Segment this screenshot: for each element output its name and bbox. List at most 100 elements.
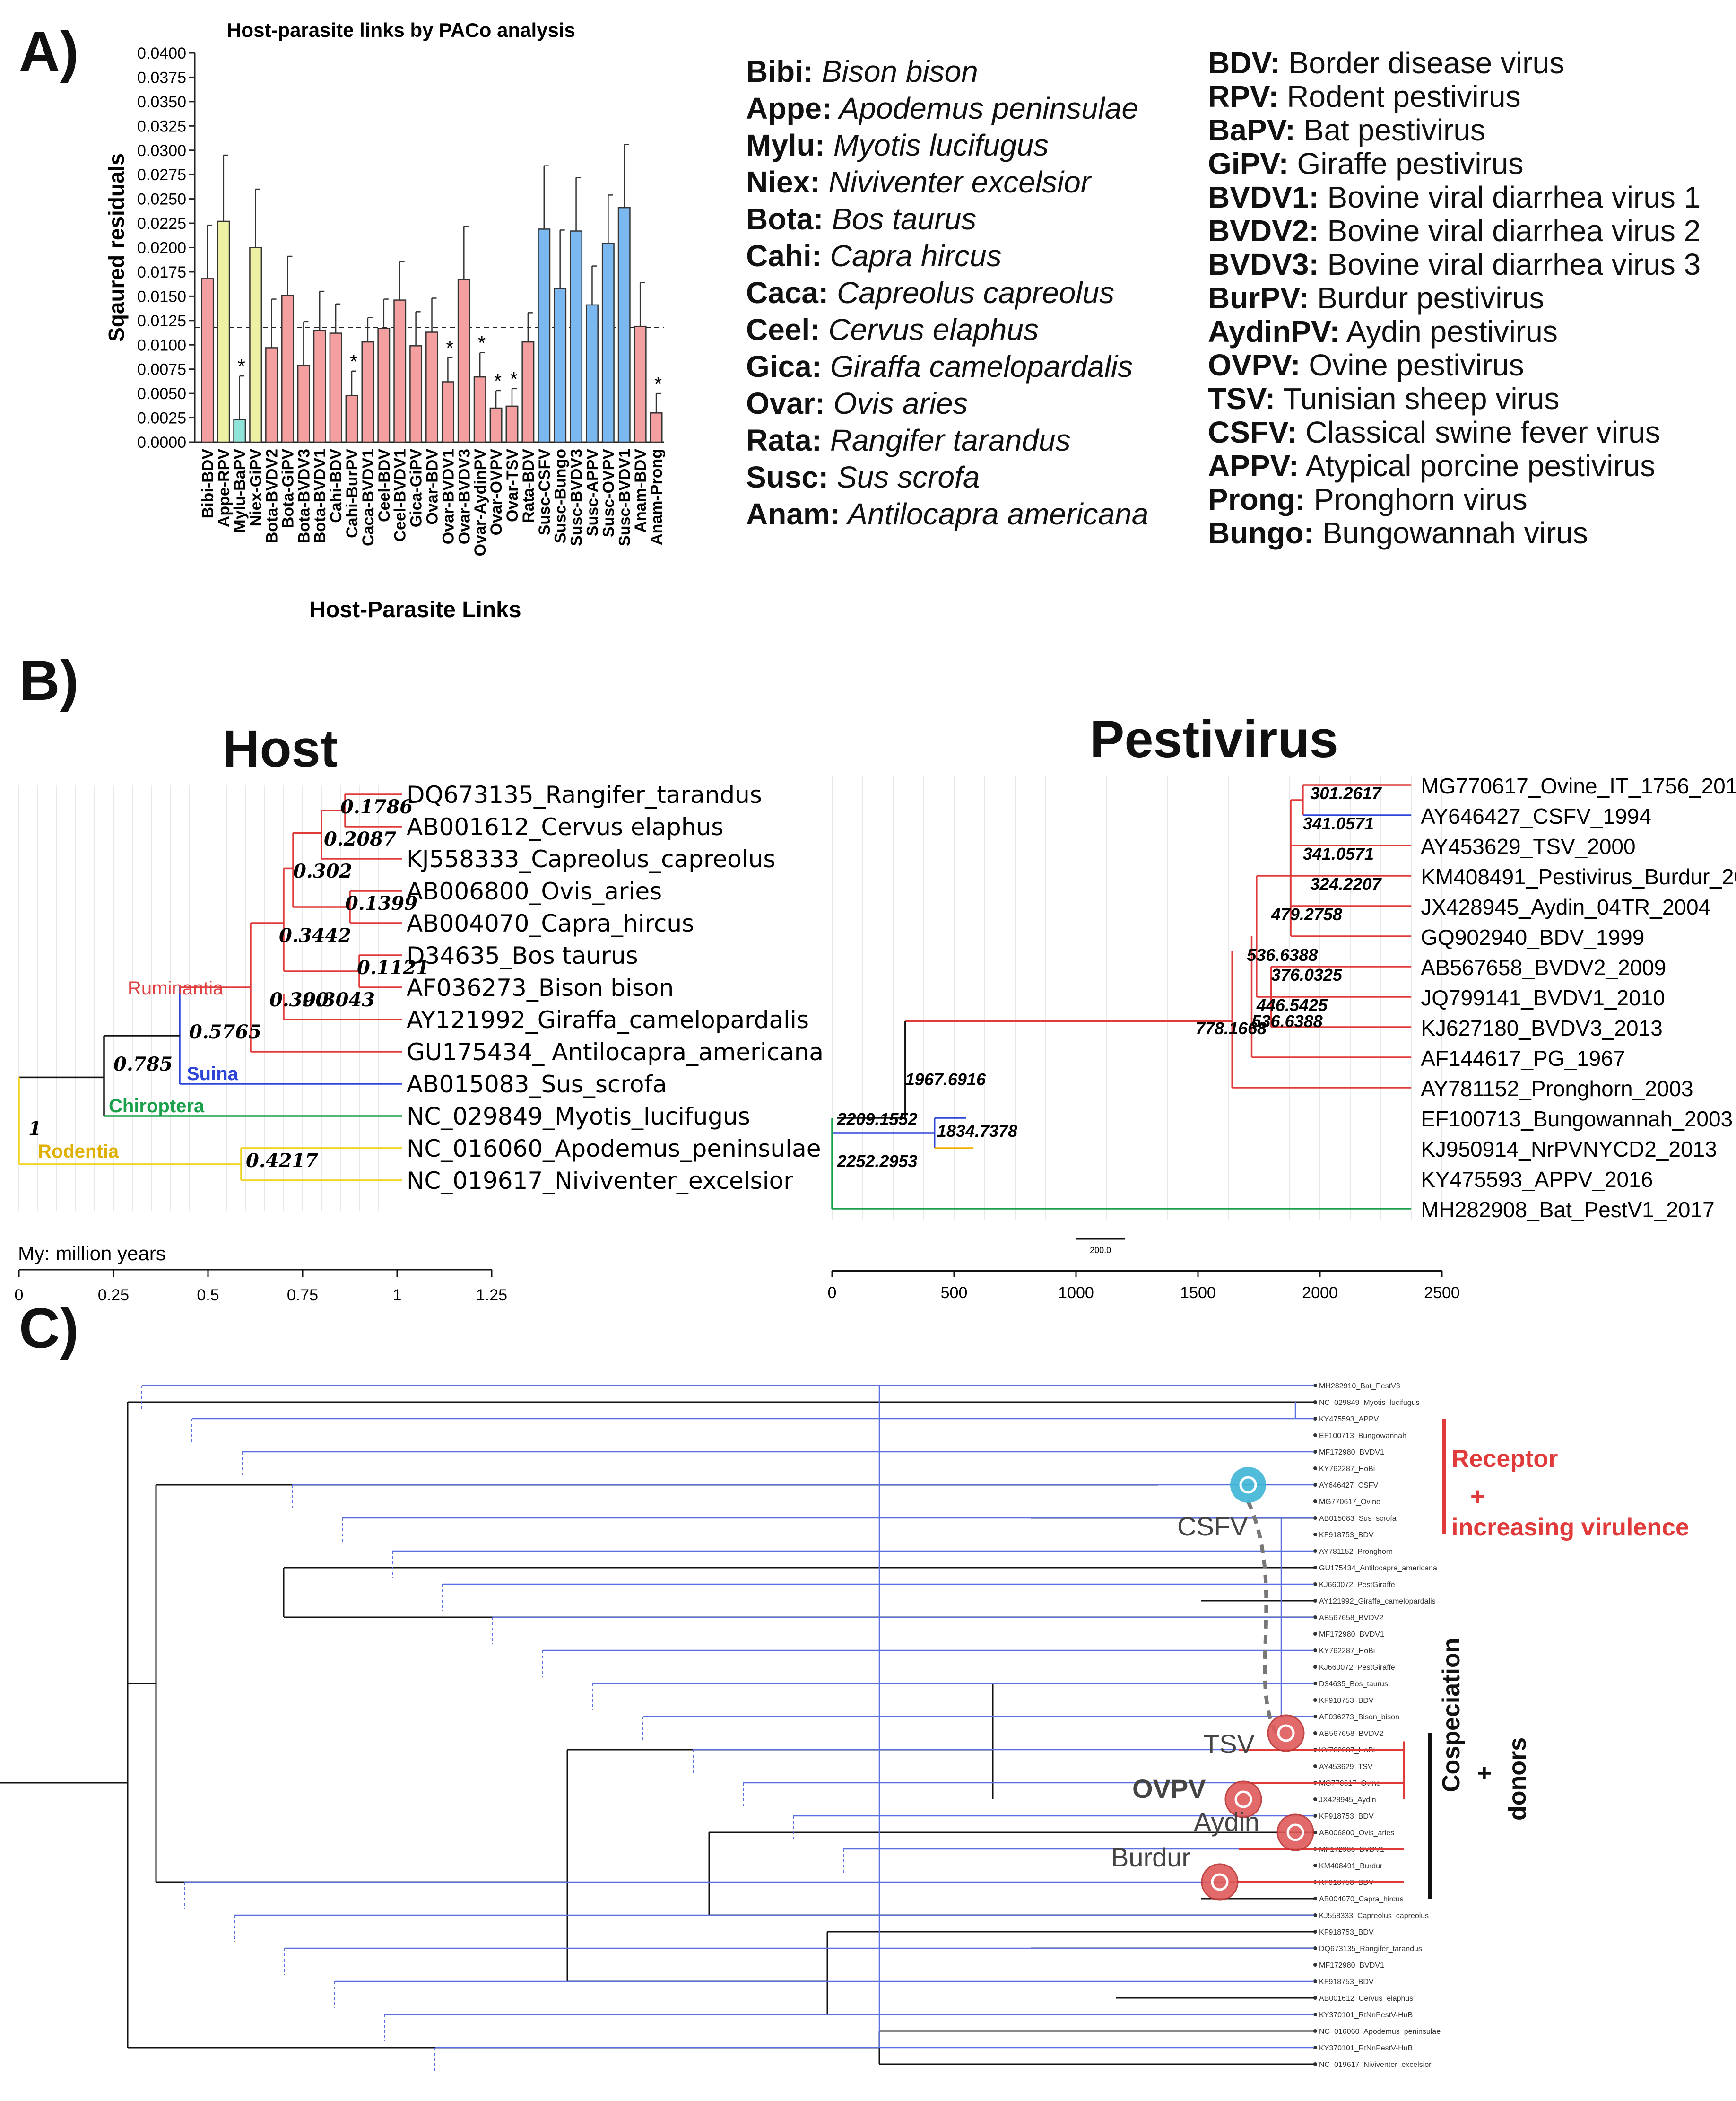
y-tick-label: 0.0175 [137, 263, 186, 281]
virus-node-label: 301.2617 [1310, 784, 1382, 803]
tip-dot [1313, 1450, 1317, 1454]
virus-tip-label: AF144617_PG_1967 [1421, 1046, 1625, 1071]
virus-badge-core [1286, 1823, 1304, 1841]
legend-name: Bos taurus [823, 202, 977, 236]
host-node-label: 0.302 [293, 860, 352, 882]
virus-tip-label: EF100713_Bungowannah_2003 [1421, 1107, 1733, 1131]
virus-tip-label: MH282908_Bat_PestV1_2017 [1421, 1197, 1714, 1222]
legend-name: Classical swine fever virus [1297, 415, 1660, 449]
significance-star: * [446, 337, 453, 359]
legend-entry: GiPV: Giraffe pestivirus [1208, 147, 1701, 181]
bar [521, 341, 535, 443]
virus-tip-label: AB567658_BVDV2_2009 [1421, 955, 1666, 980]
x-tick-label: Ovar-TSV [503, 449, 521, 522]
bar [313, 330, 326, 443]
tip-dot [1313, 1764, 1317, 1768]
burdur-label: Burdur [1111, 1842, 1191, 1872]
virus-axis-tick-label: 500 [941, 1284, 968, 1302]
tip-dot [1313, 2029, 1317, 2033]
virus-badge-core [1234, 1790, 1252, 1808]
virus-node-label: 376.0325 [1271, 965, 1343, 985]
virus-node-label: 2209.1552 [836, 1109, 917, 1129]
legend-code: RPV: [1208, 79, 1279, 113]
host-node-label: 0.4217 [246, 1150, 318, 1172]
virus-node-label: 778.1668 [1196, 1019, 1267, 1038]
virus-node-label: 341.0571 [1303, 844, 1374, 863]
legend-entry: BVDV2: Bovine viral diarrhea virus 2 [1208, 214, 1701, 248]
cophylo-tip-label: DQ673135_Rangifer_tarandus [1319, 1945, 1422, 1953]
x-tick-label: Caca-BVDV1 [359, 449, 377, 546]
cophylo-tip-label: KF918753_BDV [1319, 1697, 1374, 1705]
host-tree: DQ673135_Rangifer_tarandus AB001612_Cervu… [15, 781, 824, 1304]
legend-entry: TSV: Tunisian sheep virus [1208, 382, 1701, 416]
legend-name: Border disease virus [1280, 46, 1565, 80]
legend-code: Ceel: [746, 313, 820, 347]
significance-star: * [350, 350, 357, 373]
host-node-label: 0.2087 [324, 828, 396, 850]
significance-star: * [510, 368, 518, 390]
tip-dot [1313, 1682, 1317, 1685]
y-tick-label: 0.0225 [137, 215, 186, 233]
legend-name: Tunisian sheep virus [1275, 382, 1560, 416]
cophylo-tip-label: KJ660072_PestGiraffe [1319, 1664, 1395, 1672]
paco-bar-chart: Host-parasite links by PACo analysis 0.00… [104, 19, 666, 622]
x-tick-label: Mylu-BaPV [231, 449, 249, 533]
cophylo-tip-label: D34635_Bos_taurus [1319, 1680, 1388, 1688]
bar [409, 345, 423, 443]
y-tick-label: 0.0100 [137, 336, 186, 354]
legend-code: Appe: [746, 91, 832, 125]
cophylo-tip-label: MG770617_Ovine [1319, 1498, 1380, 1506]
legend-code: OVPV: [1208, 348, 1301, 382]
bar [601, 243, 615, 443]
significance-star: * [654, 373, 662, 395]
bar [554, 288, 567, 443]
clade-label-rodentia: Rodentia [38, 1141, 119, 1162]
legend-entry: Prong: Pronghorn virus [1208, 483, 1701, 516]
receptor-label: Receptor [1451, 1445, 1558, 1473]
y-tick-label: 0.0300 [137, 142, 186, 160]
donors-label: donors [1504, 1737, 1531, 1821]
host-axis-tick-label: 0.5 [197, 1286, 219, 1304]
tip-dot [1313, 1913, 1317, 1917]
tip-dot [1313, 1864, 1317, 1867]
x-tick-label: Bibi-BDV [199, 449, 217, 519]
virus-badge-core [1211, 1873, 1229, 1891]
host-node-label: 0.1399 [345, 892, 417, 915]
bar [233, 419, 246, 443]
legend-name: Aydin pestivirus [1339, 314, 1558, 349]
legend-code: TSV: [1208, 382, 1276, 416]
x-tick-label: Bota-GiPV [279, 449, 297, 528]
bar [425, 331, 438, 443]
host-tip-label: NC_016060_Apodemus_peninsulae [407, 1135, 821, 1162]
legend-entry: Niex: Niviventer excelsior [746, 164, 1148, 201]
virus-tip-label: MG770617_Ovine_IT_1756_2017 [1421, 774, 1736, 798]
legend-code: Mylu: [746, 128, 825, 162]
virus-tree-title: Pestivirus [1090, 710, 1338, 768]
cophylo-tip-label: AY453629_TSV [1319, 1763, 1373, 1771]
cophylo-tip-label: AB006800_Ovis_aries [1319, 1829, 1394, 1837]
legend-code: BurPV: [1208, 281, 1309, 315]
cospeciation-label: Cospeciation [1438, 1638, 1465, 1793]
legend-name: Apodemus peninsulae [832, 91, 1139, 125]
bar [297, 365, 310, 443]
tip-dot [1313, 2062, 1317, 2066]
legend-entry: Bota: Bos taurus [746, 201, 1148, 237]
y-tick-label: 0.0350 [137, 93, 186, 111]
virus-tip-label: KJ627180_BVDV3_2013 [1421, 1016, 1663, 1040]
legend-name: Giraffe pestivirus [1288, 147, 1524, 181]
legend-name: Ovis aries [825, 386, 968, 420]
host-node-label: 0.3043 [303, 989, 375, 1011]
legend-code: Cahi: [746, 239, 822, 273]
x-tick-label: Bota-BVDV1 [311, 449, 329, 543]
virus-node-label: 446.5425 [1256, 995, 1328, 1015]
legend-entry: APPV: Atypical porcine pestivirus [1208, 449, 1701, 483]
virus-legend: BDV: Border disease virus RPV: Rodent pes… [1208, 46, 1701, 550]
x-tick-label: Niex-GiPV [247, 449, 265, 527]
cophylo-tip-label: KF918753_BDV [1319, 1928, 1374, 1936]
virus-node-label: 341.0571 [1303, 814, 1374, 833]
bar [473, 376, 486, 443]
host-axis-tick-label: 0.25 [98, 1286, 129, 1304]
virus-tip-label: GQ902940_BDV_1999 [1421, 925, 1644, 950]
cophylo-tip-label: KY370101_RtNnPestV-HuB [1319, 2044, 1413, 2052]
bar [249, 247, 262, 443]
